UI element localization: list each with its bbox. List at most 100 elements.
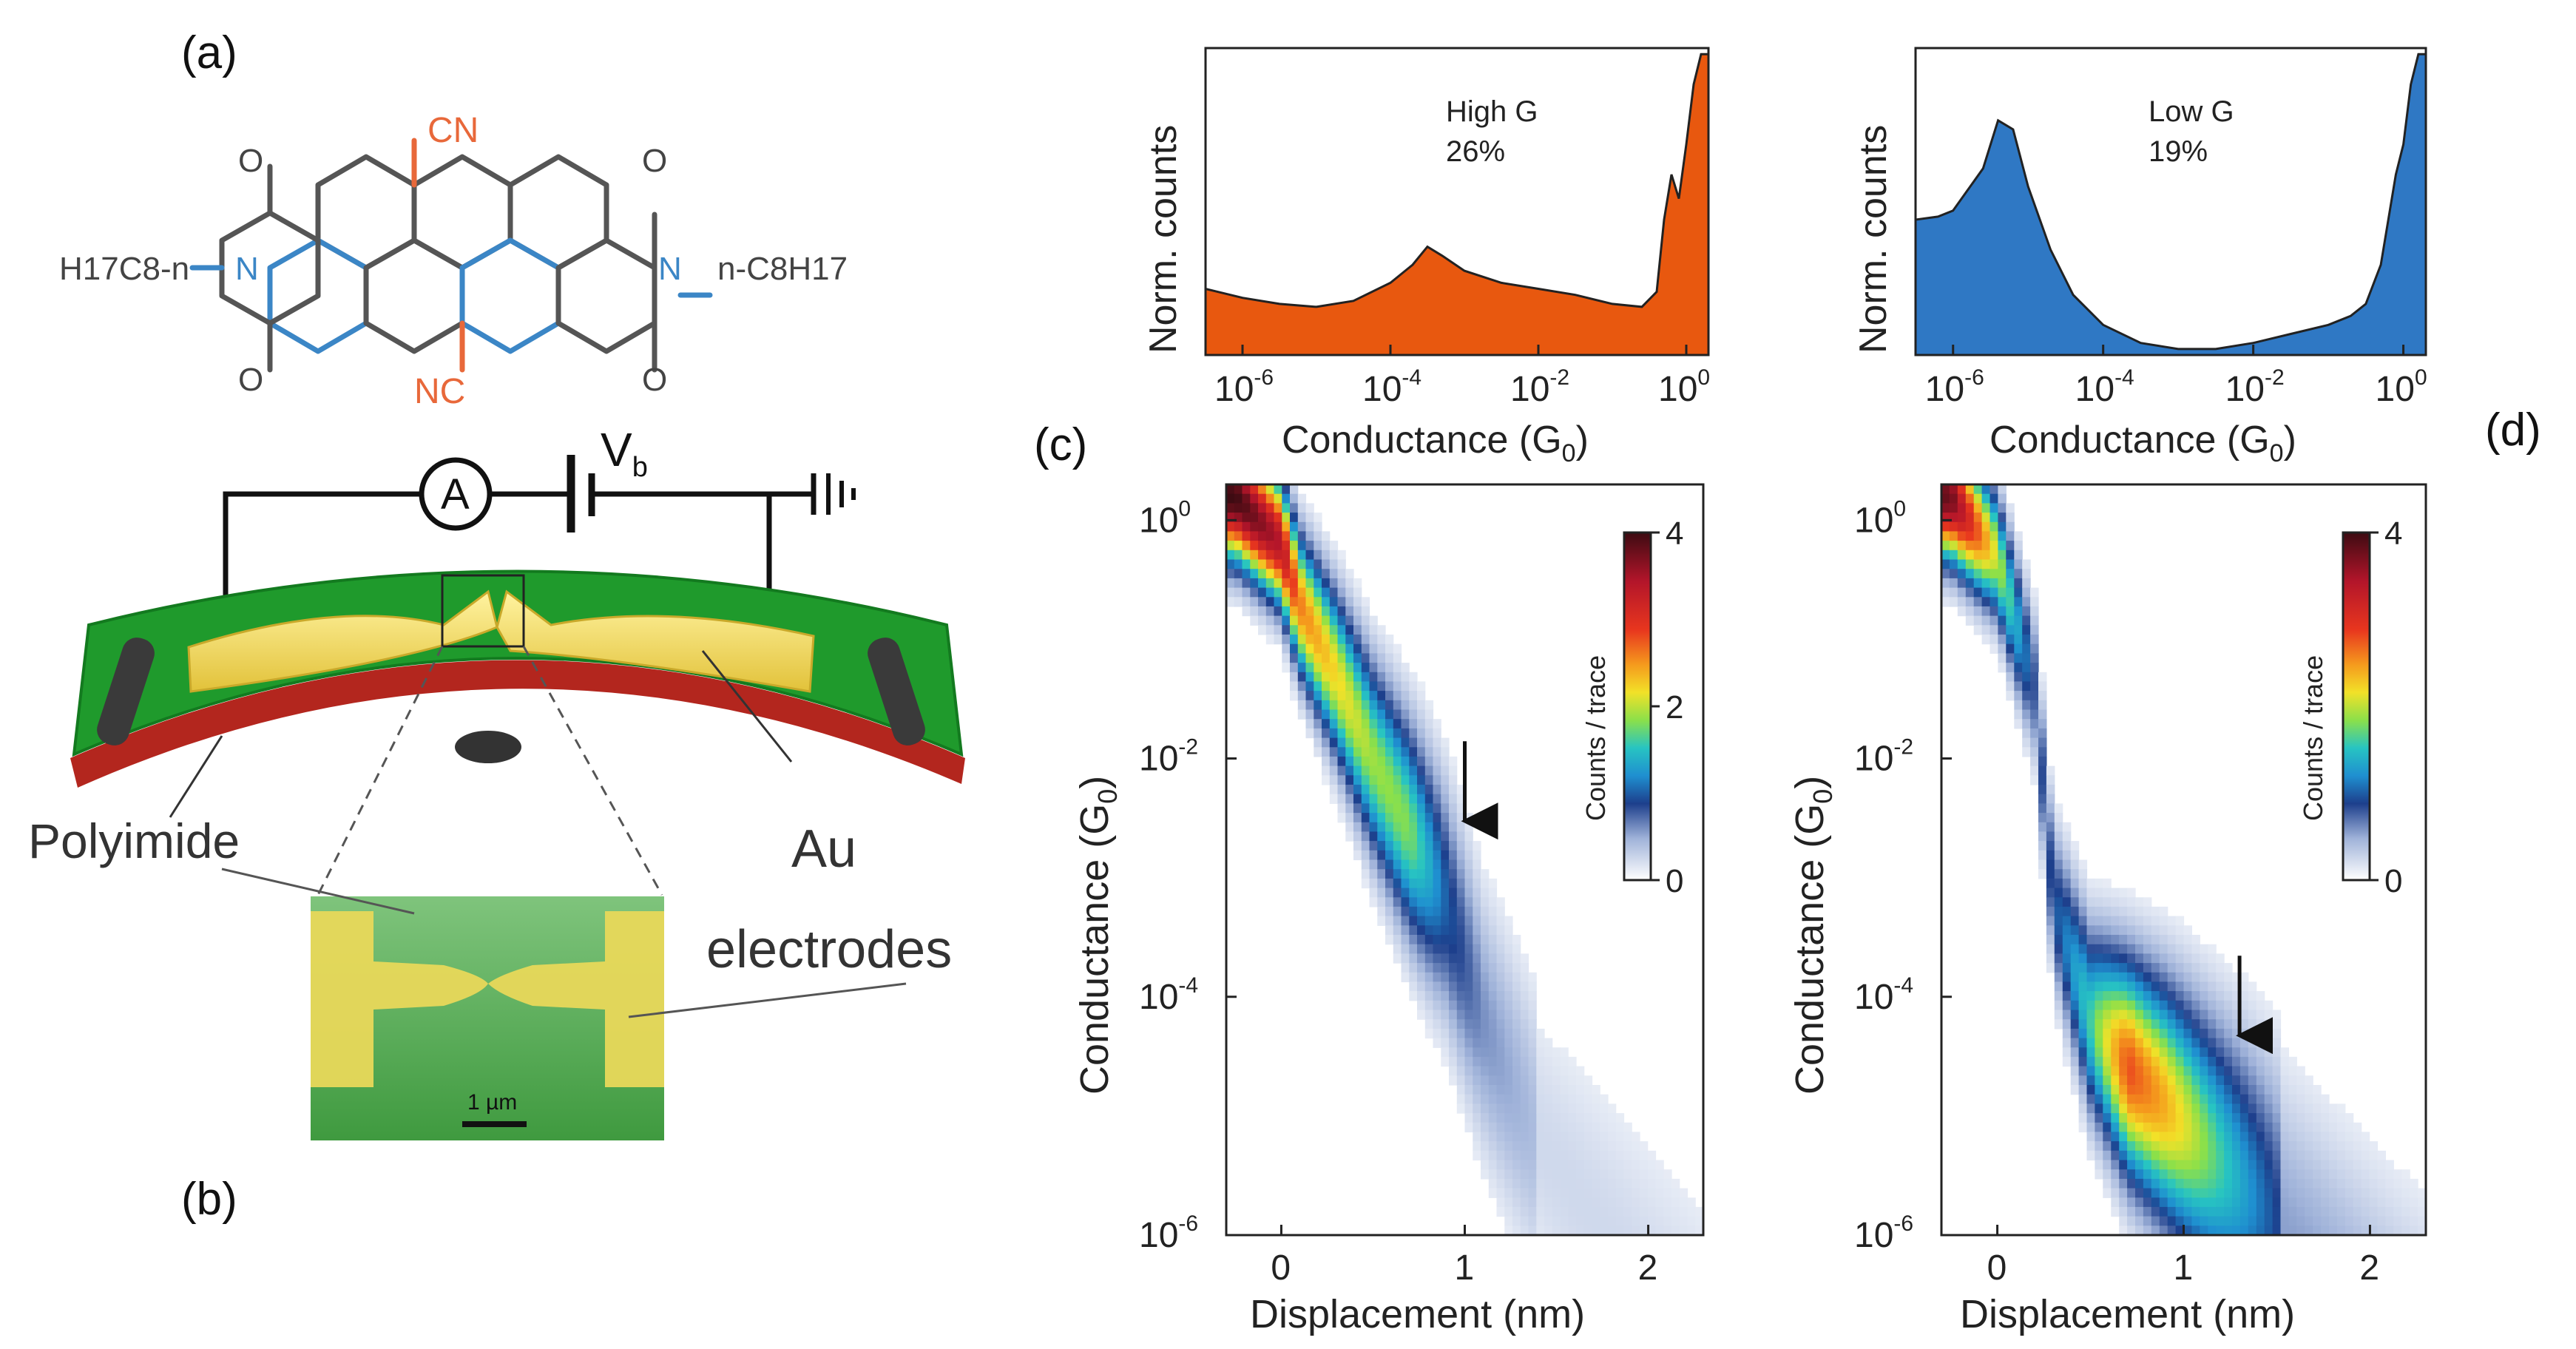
heatmap-cell (1473, 1085, 1481, 1095)
heatmap-cell (1504, 963, 1513, 973)
heatmap-cell (1583, 1094, 1593, 1104)
heatmap-cell (2239, 1075, 2249, 1086)
heatmap-cell (2095, 1066, 2103, 1076)
heatmap-cell (2336, 1169, 2346, 1180)
heatmap-cell (1592, 1225, 1600, 1236)
heatmap-cell (1441, 981, 1450, 992)
heatmap-low-g-ylabel: Conductance (G0) (1788, 776, 1838, 1095)
heatmap-cell (1512, 1103, 1521, 1114)
heatmap-cell (1592, 1132, 1600, 1142)
heatmap-cell (1337, 578, 1346, 589)
heatmap-cell (1424, 700, 1434, 711)
heatmap-cell (1481, 1000, 1490, 1011)
heatmap-cell (2070, 878, 2080, 889)
heatmap-cell (2159, 1075, 2168, 1086)
heatmap-cell (1377, 916, 1386, 926)
heatmap-cell (2264, 1169, 2274, 1180)
heatmap-cell (1608, 1103, 1617, 1114)
heatmap-cell (2248, 1038, 2257, 1048)
heatmap-cell (2232, 1225, 2241, 1236)
heatmap-cell (2151, 925, 2160, 936)
heatmap-cell (2288, 1141, 2297, 1152)
heatmap-cell (1369, 794, 1378, 804)
heatmap-cell (1369, 803, 1378, 814)
heatmap-cell (1377, 691, 1386, 701)
heatmap-cell (2086, 1113, 2095, 1123)
heatmap-cell (1647, 1188, 1657, 1198)
heatmap-cell (1981, 625, 1991, 635)
heatmap-cell (1981, 541, 1991, 551)
heatmap-cell (1536, 1103, 1545, 1114)
heatmap-cell (2264, 1019, 2274, 1030)
heatmap-cell (1965, 493, 1975, 504)
heatmap-cell (2248, 1160, 2257, 1170)
heatmap-cell (2191, 1000, 2200, 1011)
heatmap-cell (1305, 578, 1314, 589)
heatmap-cell (1441, 878, 1450, 889)
heatmap-cell (1496, 953, 1505, 964)
heatmap-cell (1353, 672, 1362, 683)
heatmap-cell (1353, 747, 1362, 757)
heatmap-cell (2095, 1038, 2103, 1048)
heatmap-cell (2111, 1056, 2120, 1067)
heatmap-cell (2014, 615, 2023, 626)
heatmap-cell (2305, 1169, 2313, 1180)
heatmap-cell (2167, 1010, 2177, 1020)
heatmap-cell (2200, 1094, 2208, 1104)
heatmap-cell (1274, 578, 1282, 589)
heatmap-cell (1337, 643, 1346, 654)
heatmap-cell (1647, 1206, 1657, 1217)
heatmap-cell (2208, 1132, 2217, 1142)
heatmap-cell (1600, 1169, 1609, 1180)
heatmap-cell (2103, 981, 2112, 992)
heatmap-cell (2078, 1000, 2088, 1011)
heatmap-cell (2248, 1132, 2257, 1142)
heatmap-cell (2086, 1066, 2095, 1076)
heatmap-cell (1361, 625, 1370, 635)
heatmap-cell (1512, 1197, 1521, 1208)
heatmap-cell (1314, 709, 1322, 720)
au-label-line1: Au (791, 819, 856, 879)
heatmap-cell (1393, 643, 1402, 654)
heatmap-cell (2111, 1141, 2120, 1152)
heatmap-cell (2239, 1160, 2249, 1170)
heatmap-cell (1424, 1010, 1434, 1020)
heatmap-cell (1377, 775, 1386, 785)
heatmap-cell (2143, 1094, 2152, 1104)
heatmap-cell (2111, 1169, 2120, 1180)
heatmap-cell (2280, 1103, 2289, 1114)
heatmap-cell (1409, 972, 1418, 983)
heatmap-cell (2135, 897, 2144, 907)
heatmap-cell (1949, 521, 1958, 532)
heatmap-cell (1401, 700, 1410, 711)
heatmap-cell (2103, 935, 2112, 945)
heatmap-cell (1488, 888, 1498, 898)
heatmap-cell (2191, 1113, 2200, 1123)
heatmap-cell (1409, 822, 1418, 833)
heatmap-cell (2191, 1178, 2200, 1189)
heatmap-cell (1981, 635, 1991, 645)
heatmap-cell (1568, 1150, 1577, 1161)
heatmap-cell (1401, 756, 1410, 767)
heatmap-cell (1314, 625, 1322, 635)
heatmap-cell (1568, 1056, 1577, 1067)
heatmap-cell (2022, 625, 2031, 635)
heatmap-cell (2095, 1010, 2103, 1020)
heatmap-cell (2127, 1225, 2136, 1236)
heatmap-cell (1965, 521, 1975, 532)
heatmap-cell (1258, 484, 1267, 495)
heatmap-cell (1385, 635, 1394, 645)
heatmap-cell (1337, 625, 1346, 635)
tick-exponent: 0 (1697, 365, 1710, 390)
heatmap-cell (2200, 1216, 2208, 1226)
heatmap-cell (1449, 1066, 1458, 1076)
heatmap-cell (1679, 1216, 1688, 1226)
heatmap-cell (1250, 569, 1259, 579)
heatmap-cell (1361, 831, 1370, 842)
bias-label-v: V (601, 423, 632, 476)
heatmap-cell (1424, 850, 1434, 861)
heatmap-cell (2095, 1132, 2103, 1142)
heatmap-cell (1441, 897, 1450, 907)
heatmap-cell (1496, 916, 1505, 926)
